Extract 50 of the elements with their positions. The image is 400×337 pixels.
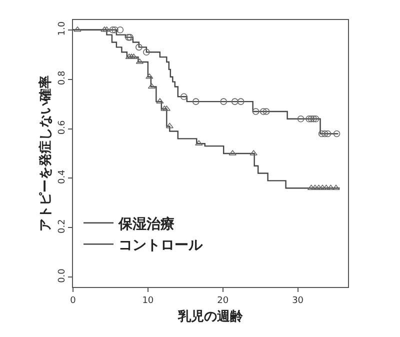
point <box>109 26 116 34</box>
point <box>136 44 142 51</box>
point <box>166 122 174 128</box>
point <box>311 184 319 190</box>
point <box>326 184 335 190</box>
point <box>102 26 111 32</box>
x-tick-label: 0 <box>70 296 76 306</box>
y-tick-label: 0.4 <box>57 169 68 184</box>
point <box>231 98 238 105</box>
point <box>74 26 82 32</box>
point <box>312 115 320 122</box>
x-axis-title: 乳児の週齢 <box>177 308 244 324</box>
point <box>260 108 267 115</box>
point <box>318 130 326 138</box>
x-tick-label: 20 <box>217 296 229 306</box>
point <box>314 184 323 190</box>
y-tick-label: 0.8 <box>57 70 68 86</box>
point <box>324 130 332 138</box>
point <box>148 83 156 89</box>
x-tick-label: 30 <box>292 296 304 306</box>
point <box>180 93 188 100</box>
point <box>220 98 228 105</box>
point <box>321 130 328 138</box>
y-tick-label: 0.6 <box>57 120 68 135</box>
point <box>318 184 326 190</box>
point <box>332 184 340 190</box>
y-tick-label: 0.0 <box>57 268 68 283</box>
point <box>252 108 260 115</box>
x-tick-label: 10 <box>142 296 154 306</box>
point <box>116 26 124 34</box>
point <box>143 48 150 56</box>
y-tick-label: 1.0 <box>57 21 68 36</box>
point <box>308 115 315 122</box>
y-tick-label: 0.2 <box>57 219 68 234</box>
point <box>297 115 304 122</box>
point <box>112 26 118 34</box>
point <box>306 115 312 122</box>
point <box>307 184 316 190</box>
point <box>333 130 340 138</box>
point <box>192 98 200 105</box>
point <box>100 26 108 32</box>
point <box>262 108 270 115</box>
point <box>195 140 203 146</box>
point <box>322 184 330 190</box>
legend-label: コントロール <box>118 238 204 254</box>
legend-label: 保湿治療 <box>118 215 174 232</box>
point <box>310 115 317 122</box>
point <box>146 73 154 79</box>
y-axis-title: アトピーを発症しない確率 <box>37 76 54 232</box>
point <box>237 98 244 105</box>
